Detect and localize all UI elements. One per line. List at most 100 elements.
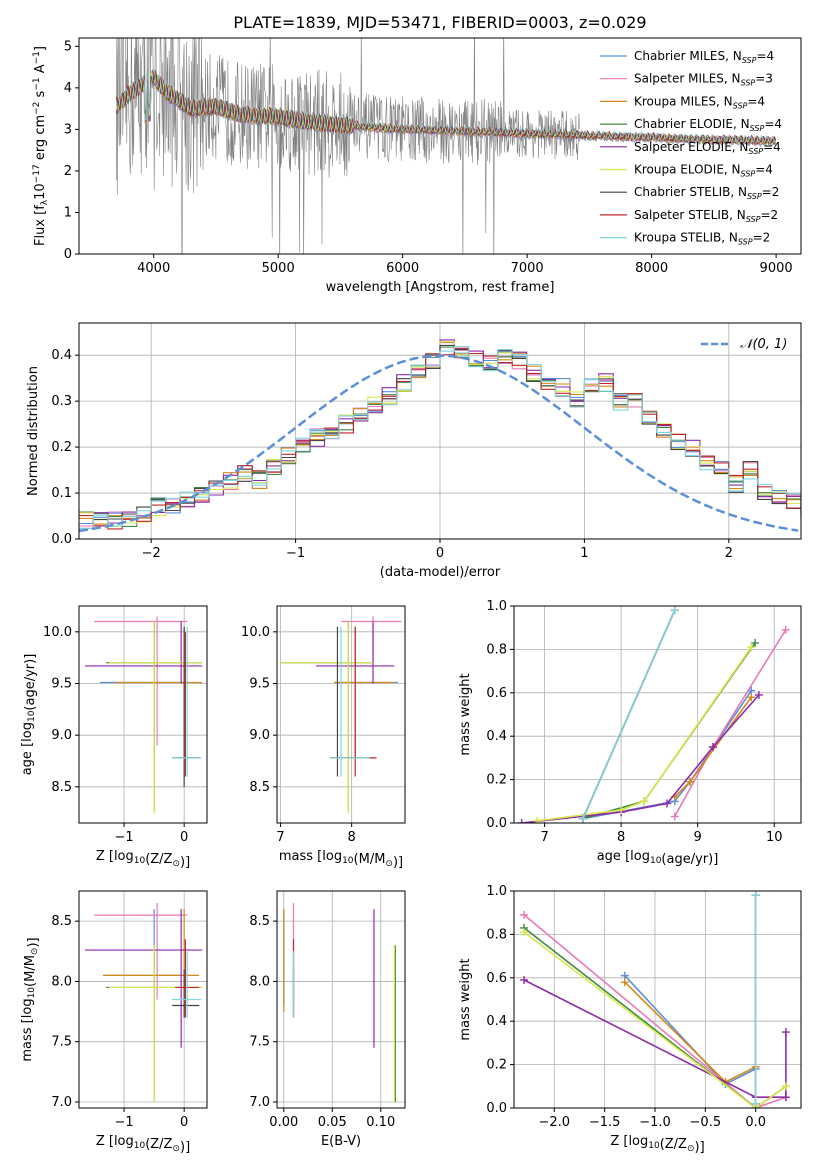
svg-text:(data-model)/error: (data-model)/error xyxy=(380,565,501,580)
legend-label: Salpeter MILES, NSSP=3 xyxy=(634,72,773,88)
x-axis-label: mass [log10(M/M⊙)] xyxy=(279,849,403,870)
histogram-step-line xyxy=(79,341,801,525)
series-path xyxy=(582,642,756,820)
x-axis-label: (data-model)/error xyxy=(380,565,501,580)
error-bar-marker xyxy=(172,626,201,777)
age-vs-mass-panel: 7 8 8.5 9.0 9.5 10.0 mass [log10(M/M⊙)] xyxy=(241,605,406,870)
error-bar-marker xyxy=(109,621,203,813)
y-tick-label: 9.5 xyxy=(249,677,270,692)
massweight-vs-Z-panel: −2.0 −1.5 −1.0 −0.5 0.0 0.0 0.2 0.4 0.6 0.8 1.0 Z [… xyxy=(458,884,802,1155)
y-tick-label: 10.0 xyxy=(43,625,72,640)
y-tick-label: 0.4 xyxy=(486,1014,507,1029)
x-tick-label: 9000 xyxy=(760,261,793,276)
y-tick-label: 7.0 xyxy=(51,1095,72,1110)
error-bar-marker xyxy=(85,621,203,684)
plus-marker xyxy=(520,910,529,919)
x-axis-label: wavelength [Angstrom, rest frame] xyxy=(326,280,555,295)
error-bar-marker xyxy=(103,909,188,1006)
y-tick-label: 0.0 xyxy=(486,816,507,831)
x-tick-label: 8 xyxy=(617,830,625,845)
axes-frame xyxy=(513,605,802,824)
spectrum-ylabel: Flux [fλ10−17 erg cm−2 s−1 A−1] xyxy=(32,46,50,246)
error-bar-marker xyxy=(109,945,203,1102)
y-tick-label: 0.6 xyxy=(486,686,507,701)
error-bar-marker xyxy=(94,616,188,746)
y-tick-label: 8.5 xyxy=(249,780,270,795)
error-bar-marker xyxy=(85,909,203,1048)
svg-text:age [log10(age/yr)]: age [log10(age/yr)] xyxy=(597,849,719,867)
plus-marker xyxy=(663,799,672,808)
y-tick-label: 0.8 xyxy=(486,927,507,942)
mass-vs-Z-axes: −1 0 7.0 7.5 8.0 8.5 Z [log10(Z/Z⊙)] mass [log1… xyxy=(20,890,208,1155)
y-tick-label: 3 xyxy=(64,122,72,137)
plus-marker xyxy=(517,819,526,823)
plus-marker xyxy=(670,812,679,821)
y-axis-label: mass [log10(M/M⊙)] xyxy=(20,937,41,1061)
y-axis-label: age [log10(age/yr)] xyxy=(20,654,38,776)
y-tick-label: 10.0 xyxy=(241,625,270,640)
x-tick-label: 0.05 xyxy=(318,1115,347,1130)
axes-frame xyxy=(78,605,208,824)
y-tick-label: 0 xyxy=(64,247,72,262)
x-tick-label: 6000 xyxy=(386,261,419,276)
plus-marker xyxy=(781,1082,790,1091)
plot-area xyxy=(115,38,776,254)
plus-marker xyxy=(751,638,760,647)
y-tick-label: 0.2 xyxy=(486,1058,507,1073)
axes-frame xyxy=(513,890,802,1109)
x-tick-label: 7 xyxy=(276,830,284,845)
y-tick-label: 8.0 xyxy=(249,974,270,989)
x-tick-label: 5000 xyxy=(262,261,295,276)
plus-marker xyxy=(754,690,763,699)
plot-area xyxy=(85,616,203,813)
legend-label: Kroupa STELIB, NSSP=2 xyxy=(634,231,770,247)
plus-marker xyxy=(747,693,756,702)
error-bar-marker xyxy=(103,909,200,1012)
plus-marker xyxy=(708,743,717,752)
y-tick-label: 9.0 xyxy=(249,728,270,743)
legend: Chabrier MILES, NSSP=4 Salpeter MILES, NS… xyxy=(600,49,782,247)
histogram-step-line xyxy=(79,341,801,525)
y-tick-label: 0.4 xyxy=(51,348,72,363)
series-path xyxy=(523,914,787,1108)
x-tick-label: 0 xyxy=(180,830,188,845)
y-tick-label: 1 xyxy=(64,205,72,220)
plot-area xyxy=(517,606,790,823)
y-tick-label: 7.5 xyxy=(51,1035,72,1050)
series-line xyxy=(670,693,756,801)
legend-item: Salpeter STELIB, NSSP=2 xyxy=(600,208,778,224)
y-tick-label: 0.6 xyxy=(486,971,507,986)
x-axis-label: age [log10(age/yr)] xyxy=(597,849,719,867)
histogram-step-line xyxy=(79,346,801,527)
svg-text:mass [log10(M/M⊙)]: mass [log10(M/M⊙)] xyxy=(20,937,41,1061)
y-tick-label: 9.5 xyxy=(51,677,72,692)
y-tick-label: 0.0 xyxy=(51,532,72,547)
series-line xyxy=(517,690,763,823)
plus-marker xyxy=(747,643,756,652)
x-tick-label: 0.0 xyxy=(745,1115,766,1130)
x-tick-label: 4000 xyxy=(137,261,170,276)
x-tick-label: 0.00 xyxy=(269,1115,298,1130)
plot-area xyxy=(283,903,396,1102)
x-axis-label: Z [log10(Z/Z⊙)] xyxy=(96,1134,190,1155)
error-bar-marker xyxy=(330,626,370,777)
legend-item: Chabrier ELODIE, NSSP=4 xyxy=(600,117,782,133)
y-tick-label: 9.0 xyxy=(51,728,72,743)
legend-label: 𝒩(0, 1) xyxy=(740,337,787,352)
legend-label: Salpeter STELIB, NSSP=2 xyxy=(634,208,778,224)
plus-marker xyxy=(686,777,695,786)
svg-text:mass [log10(M/M⊙)]: mass [log10(M/M⊙)] xyxy=(279,849,403,870)
y-axis-label: mass weight xyxy=(458,673,473,755)
legend-label: Chabrier STELIB, NSSP=2 xyxy=(634,185,779,201)
age-vs-Z-axes: −1 0 8.5 9.0 9.5 10.0 Z [log10(Z/Z⊙)] age [log1… xyxy=(20,605,208,870)
error-bar-marker xyxy=(341,616,402,663)
age-vs-Z-panel: −1 0 8.5 9.0 9.5 10.0 Z [log10(Z/Z⊙)] age [log1… xyxy=(20,605,208,870)
mass-vs-Z-panel: −1 0 7.0 7.5 8.0 8.5 Z [log10(Z/Z⊙)] mass [log1… xyxy=(20,890,208,1155)
x-tick-label: 8 xyxy=(348,830,356,845)
x-tick-label: 8000 xyxy=(635,261,668,276)
error-bar-marker xyxy=(115,626,203,756)
x-tick-label: 2 xyxy=(725,546,733,561)
plus-marker xyxy=(751,1099,760,1108)
legend-label: Chabrier ELODIE, NSSP=4 xyxy=(634,117,782,133)
plus-marker xyxy=(670,606,679,615)
